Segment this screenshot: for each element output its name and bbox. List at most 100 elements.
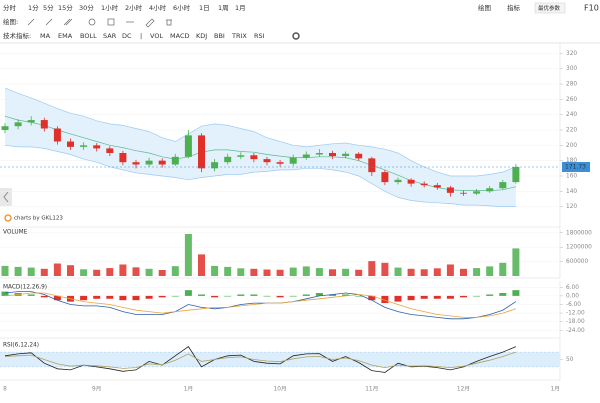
period-tab[interactable]: 1日 [199, 4, 210, 12]
drawing-label: 绘图: [3, 17, 18, 26]
y-tick-label: 160 [566, 173, 577, 179]
indicator-tab[interactable]: MACD [170, 32, 189, 40]
y-tick-label: 180 [566, 158, 577, 164]
candle-body [250, 155, 258, 160]
nav-button[interactable] [0, 188, 12, 206]
volume-bar [250, 268, 258, 276]
macd-bar [145, 295, 153, 299]
macd-bar [119, 295, 127, 301]
candle-body [67, 141, 74, 147]
volume-bar [315, 268, 323, 276]
indicator-tab[interactable]: BBI [214, 32, 225, 40]
indicator-tab[interactable]: KDJ [196, 32, 207, 40]
volume-bar [145, 268, 153, 276]
bollinger-upper [4, 87, 517, 177]
period-tab[interactable]: 1小时 [101, 3, 119, 12]
candle-body [446, 187, 454, 193]
period-tab[interactable]: 1月 [235, 4, 246, 12]
volume-bar [198, 254, 205, 276]
optimal-box[interactable] [534, 2, 566, 14]
volume-bar [237, 268, 245, 276]
candle-body [40, 120, 48, 129]
period-tab[interactable]: 5分 [43, 3, 54, 12]
period-tab[interactable]: 分时 [3, 3, 17, 12]
macd-bar [53, 295, 61, 301]
candle-body [486, 188, 494, 192]
rsi-band [0, 352, 560, 367]
volume-bar [53, 263, 61, 276]
last-price-label: 171.73 [565, 163, 586, 170]
x-tick-label: 8 [3, 387, 7, 393]
volume-bar [381, 262, 389, 276]
y-tick-label: 50 [566, 357, 574, 363]
volume-bar [67, 265, 74, 276]
period-tab[interactable]: 4小时 [149, 3, 167, 12]
volume-bar [473, 268, 481, 276]
panel-title: MACD(12,26,9) [3, 285, 47, 291]
candle-body [53, 128, 61, 142]
candle-body [119, 153, 127, 163]
optimal-button[interactable]: 最优参数 [538, 4, 561, 12]
candle-body [171, 156, 179, 165]
f10-button[interactable]: F10 [584, 4, 599, 13]
volume-bar [420, 269, 428, 276]
candle-body [368, 158, 376, 173]
candle-body [27, 120, 35, 123]
candle-body [289, 157, 297, 164]
y-tick-label: -6.00 [566, 302, 581, 308]
volume-bar [93, 269, 101, 276]
indicator-tab[interactable]: MA [40, 32, 51, 40]
x-tick-label: 9月 [92, 386, 102, 393]
indicator-tab[interactable]: BOLL [80, 32, 97, 40]
bollinger-mid [4, 115, 516, 191]
draw-button[interactable]: 绘图 [478, 3, 491, 12]
macd-bar [184, 290, 192, 296]
volume-bar [119, 264, 127, 276]
volume-bar [40, 268, 48, 276]
volume-bar [263, 269, 271, 276]
indicator-tab[interactable]: RSI [254, 32, 265, 40]
period-tab[interactable]: 1分 [28, 3, 39, 12]
candle-body [263, 159, 271, 163]
volume-bar [132, 267, 140, 276]
rsi-line [4, 351, 517, 369]
panel-title: VOLUME [3, 230, 28, 236]
macd-bar [302, 294, 310, 296]
rsi-line [4, 346, 517, 373]
period-tab[interactable]: 2小时 [125, 3, 143, 12]
candle-body [355, 153, 363, 159]
candle-body [211, 162, 219, 169]
candle-body [460, 192, 467, 194]
macd-bar [80, 295, 88, 301]
y-tick-label: 140 [566, 189, 577, 195]
macd-bar [250, 294, 258, 296]
indicator-tab[interactable]: VOL [150, 32, 163, 40]
macd-bar [263, 295, 271, 297]
macd-bar [486, 294, 494, 296]
candle-body [158, 160, 166, 165]
indicator-tab[interactable]: DC [122, 32, 132, 40]
indicator-button[interactable]: 指标 [507, 3, 521, 12]
volume-bar [158, 270, 166, 276]
period-tab[interactable]: 30分 [79, 3, 94, 12]
volume-bar [106, 268, 114, 276]
settings-gear[interactable] [292, 32, 300, 40]
macd-bar [211, 295, 219, 298]
period-tab[interactable]: 6小时 [173, 3, 191, 12]
indicator-tab[interactable]: TRIX [231, 32, 247, 40]
indicator-tab[interactable]: SAR [103, 32, 117, 40]
indicator-tab[interactable]: | [140, 32, 142, 40]
candle-body [276, 162, 284, 164]
y-tick-label: 260 [566, 97, 577, 103]
volume-bar [14, 266, 22, 276]
period-tab[interactable]: 15分 [58, 3, 73, 12]
macd-bar [420, 295, 428, 299]
y-tick-label: 220 [566, 128, 577, 134]
y-tick-label: 600000 [566, 259, 588, 265]
indicator-tab[interactable]: EMA [58, 32, 73, 40]
candle-body [198, 135, 205, 169]
volume-bar [276, 269, 284, 276]
period-tab[interactable]: 1周 [218, 4, 229, 12]
volume-bar [171, 266, 179, 276]
